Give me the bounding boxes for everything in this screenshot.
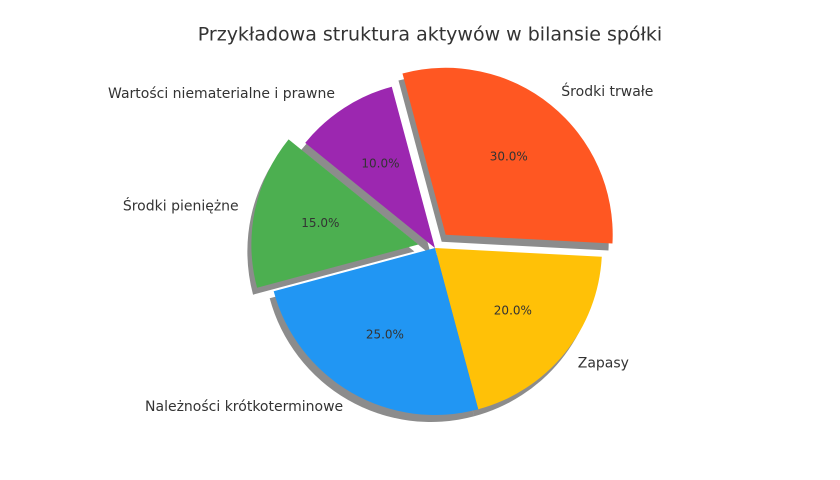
wedge <box>305 86 435 248</box>
wedge <box>402 67 613 244</box>
slice-label: Środki trwałe <box>561 82 653 100</box>
wedge <box>273 248 479 415</box>
percent-label: 30.0% <box>490 149 528 163</box>
wedge <box>435 248 602 410</box>
percent-label: 20.0% <box>494 304 532 318</box>
percent-label: 10.0% <box>361 156 399 170</box>
slice-label: Zapasy <box>578 356 629 372</box>
slice-label: Należności krótkoterminowe <box>145 399 343 415</box>
percent-label: 25.0% <box>366 327 404 341</box>
wedge <box>251 139 419 288</box>
slice-label: Środki pieniężne <box>123 196 239 214</box>
chart-title: Przykładowa struktura aktywów w bilansie… <box>198 24 662 46</box>
percent-label: 15.0% <box>301 216 339 230</box>
slice-label: Wartości niematerialne i prawne <box>108 86 335 102</box>
